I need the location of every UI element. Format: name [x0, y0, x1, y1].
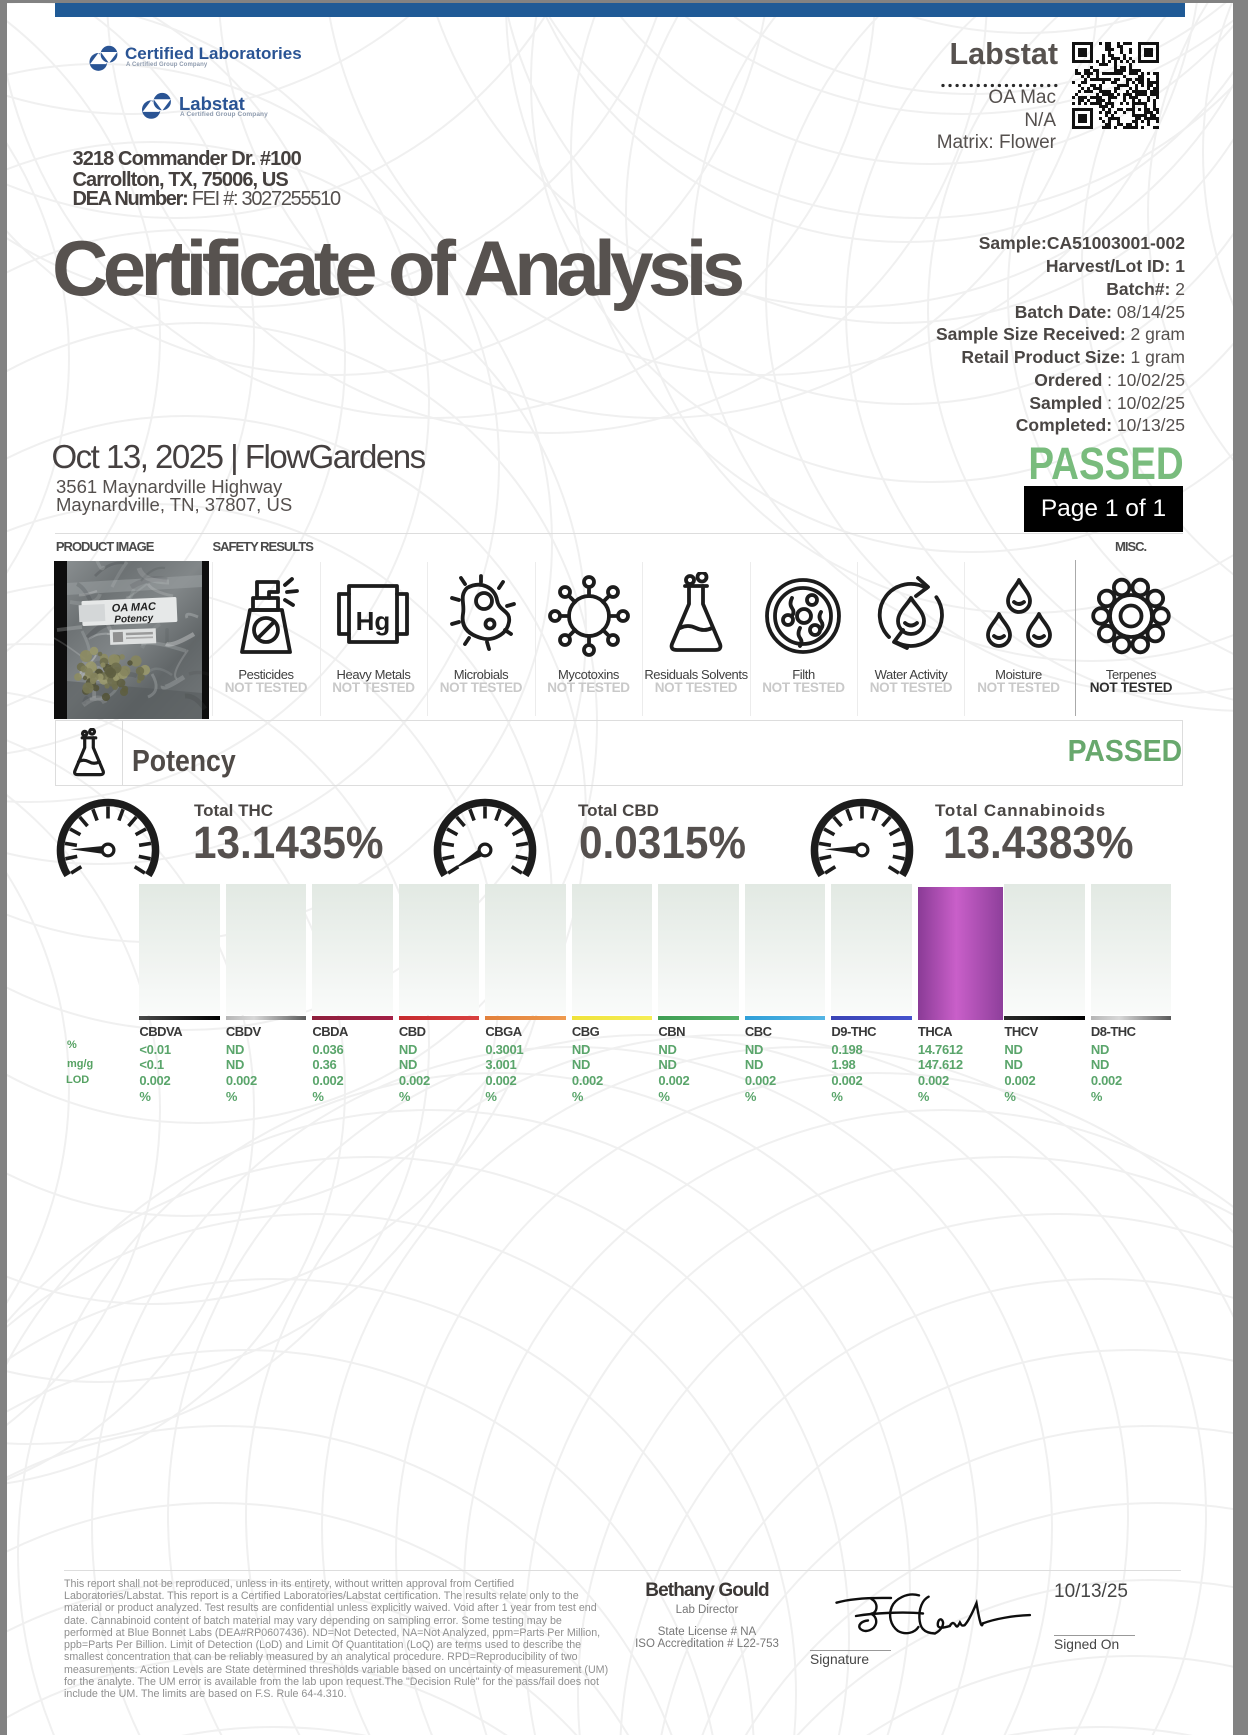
svg-text:OA MAC: OA MAC [112, 601, 158, 615]
svg-text:Potency: Potency [114, 613, 154, 626]
svg-text:Hg: Hg [356, 606, 391, 636]
